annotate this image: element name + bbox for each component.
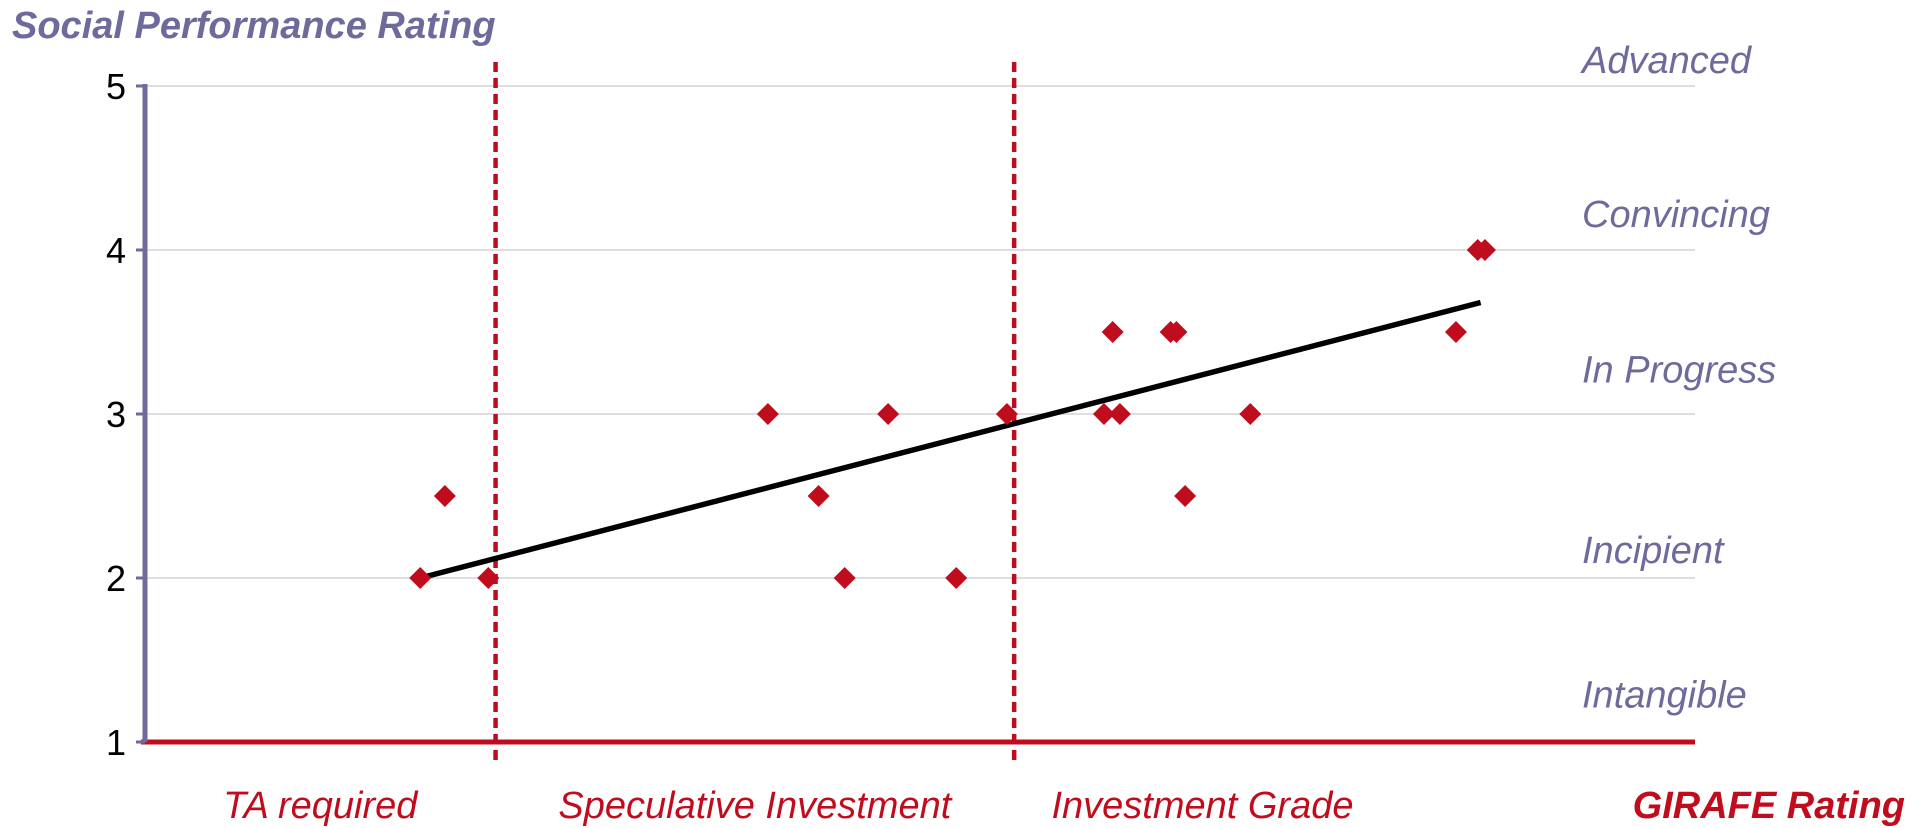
data-point xyxy=(995,403,1018,425)
data-point xyxy=(833,567,856,589)
data-point xyxy=(1101,321,1124,343)
x-axis-title: GIRAFE Rating xyxy=(1633,785,1905,827)
data-point xyxy=(1092,403,1115,425)
zone-labels: TA required Speculative Investment Investm… xyxy=(223,785,1353,827)
data-point xyxy=(877,403,900,425)
y-tick-label: 4 xyxy=(106,230,126,271)
gridlines xyxy=(145,85,1695,579)
data-point xyxy=(1108,403,1131,425)
level-labels: Advanced Convincing In Progress Incipient In… xyxy=(1580,40,1776,717)
y-tick-label: 5 xyxy=(106,66,126,107)
level-label: Advanced xyxy=(1580,40,1753,82)
y-tick-label: 1 xyxy=(106,722,126,763)
level-label: In Progress xyxy=(1582,350,1776,392)
zone-label: Speculative Investment xyxy=(558,785,952,827)
data-point xyxy=(1239,403,1262,425)
data-points xyxy=(409,239,1496,589)
zone-boundaries xyxy=(493,62,1017,762)
y-axis-ticks: 1 2 3 4 5 xyxy=(106,66,145,763)
data-point xyxy=(1174,485,1197,507)
data-point xyxy=(1165,321,1188,343)
data-point xyxy=(477,567,500,589)
data-point xyxy=(1444,321,1467,343)
level-label: Intangible xyxy=(1582,674,1747,716)
data-point xyxy=(433,485,456,507)
data-point xyxy=(409,567,432,589)
data-point xyxy=(756,403,779,425)
zone-label: TA required xyxy=(223,785,419,827)
y-tick-label: 3 xyxy=(106,394,126,435)
data-point xyxy=(945,567,968,589)
y-tick-label: 2 xyxy=(106,558,126,599)
zone-label: Investment Grade xyxy=(1051,785,1353,827)
level-label: Convincing xyxy=(1582,194,1770,236)
data-point xyxy=(807,485,830,507)
level-label: Incipient xyxy=(1582,530,1725,572)
y-axis-title: Social Performance Rating xyxy=(12,5,496,47)
trendline-group xyxy=(419,299,1482,581)
data-point xyxy=(1473,239,1496,261)
trendline xyxy=(419,299,1482,581)
